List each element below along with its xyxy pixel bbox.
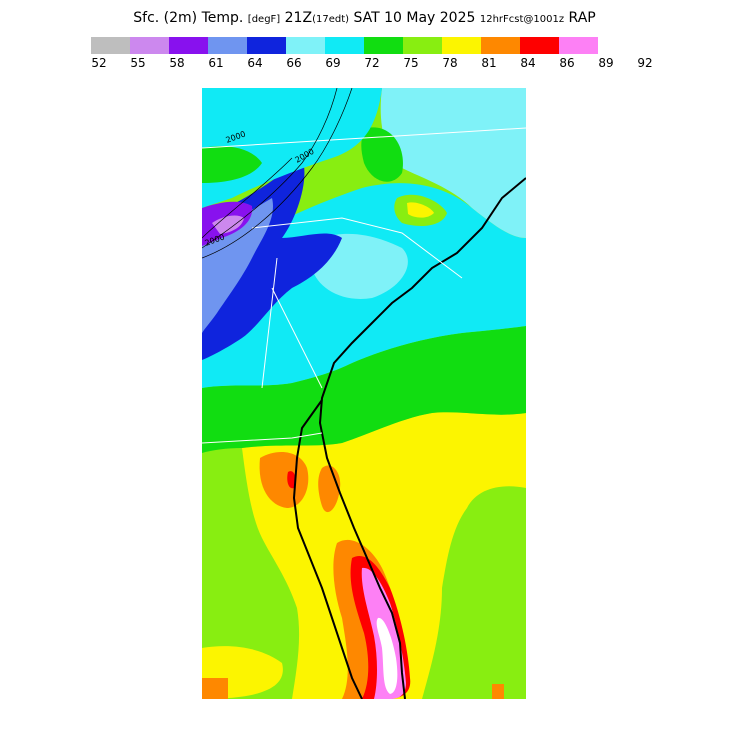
legend-swatch	[325, 37, 364, 54]
legend-swatch	[403, 37, 442, 54]
zone-81-d	[202, 678, 228, 699]
color-legend	[91, 37, 598, 54]
legend-tick-label: 89	[598, 56, 614, 70]
legend-tick-label: 72	[364, 56, 380, 70]
zone-72-nc	[361, 127, 403, 182]
legend-tick-label: 78	[442, 56, 458, 70]
legend-swatch	[91, 37, 130, 54]
height-contours	[202, 88, 353, 259]
legend-swatch	[286, 37, 325, 54]
map-title: Sfc. (2m) Temp. [degF] 21Z(17edt) SAT 10…	[133, 10, 596, 26]
zone-78-nc	[407, 202, 434, 218]
zone-69-nw	[202, 88, 382, 208]
legend-swatch	[442, 37, 481, 54]
legend-swatch	[208, 37, 247, 54]
legend-tick-label: 69	[325, 56, 341, 70]
legend-tick-label: 55	[130, 56, 146, 70]
legend-tick-label: 66	[286, 56, 302, 70]
legend-swatch	[364, 37, 403, 54]
zone-72-nw	[202, 146, 262, 183]
zone-78	[242, 412, 526, 699]
legend-tick-label: 81	[481, 56, 497, 70]
temperature-map: 2000 2000 2000	[202, 88, 526, 699]
legend-swatch	[130, 37, 169, 54]
legend-swatch	[559, 37, 598, 54]
legend-swatch	[169, 37, 208, 54]
state-borders	[202, 127, 526, 444]
coastline-gulf	[292, 399, 363, 699]
legend-swatch	[481, 37, 520, 54]
zone-81-e	[492, 684, 504, 699]
coastline	[318, 177, 526, 699]
zone-66	[380, 88, 526, 238]
legend-tick-label: 75	[403, 56, 419, 70]
zone-89	[376, 617, 398, 694]
legend-tick-label: 84	[520, 56, 536, 70]
zone-55	[212, 215, 244, 234]
legend-tick-label: 61	[208, 56, 224, 70]
legend-swatch	[520, 37, 559, 54]
zone-84-spot	[287, 471, 296, 489]
legend-tick-label: 52	[91, 56, 107, 70]
zone-72	[202, 326, 526, 453]
legend-tick-label: 58	[169, 56, 185, 70]
legend-swatch	[247, 37, 286, 54]
legend-tick-label: 92	[637, 56, 653, 70]
legend-tick-label: 86	[559, 56, 575, 70]
legend-tick-label: 64	[247, 56, 263, 70]
